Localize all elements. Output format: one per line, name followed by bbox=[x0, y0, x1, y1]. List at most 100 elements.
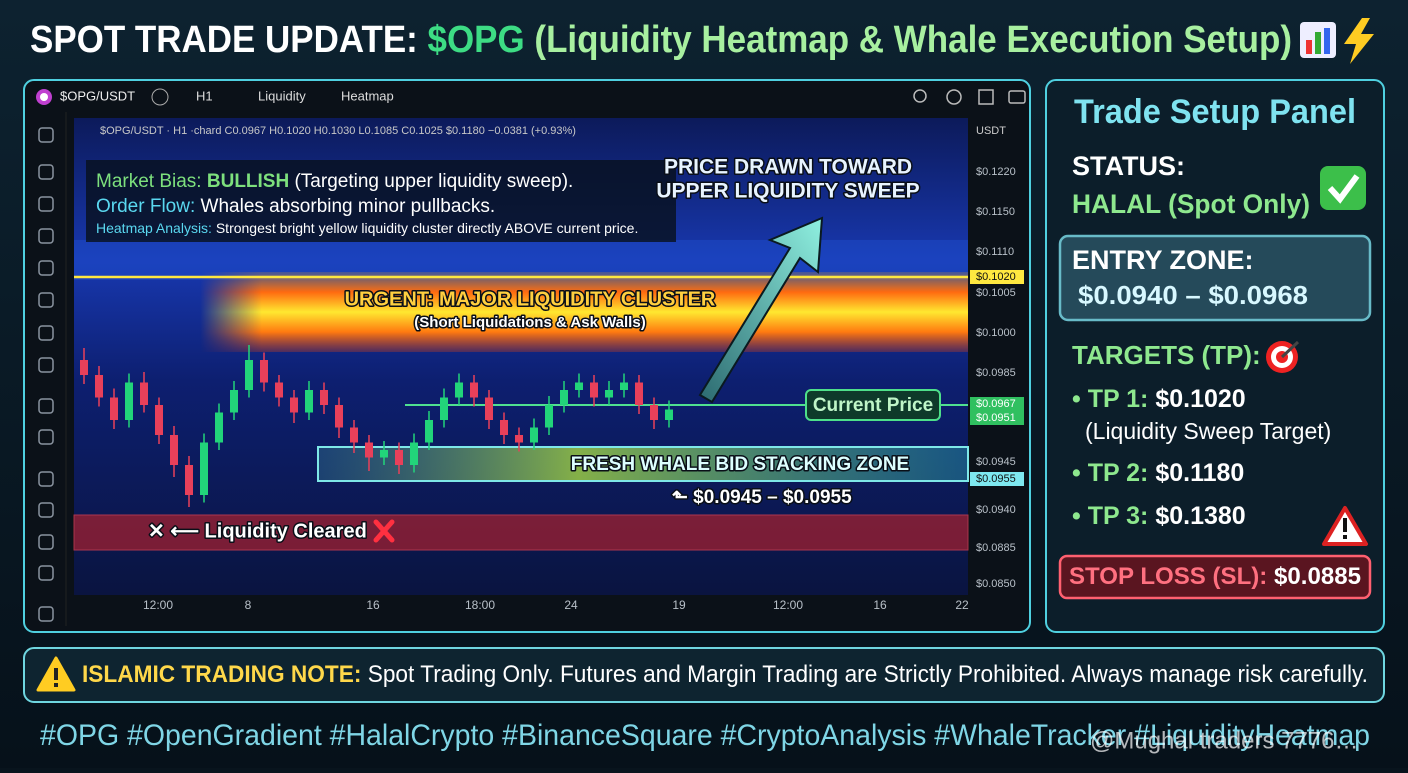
tool-icon bbox=[38, 429, 54, 445]
candle-body bbox=[305, 390, 313, 413]
candle-body bbox=[110, 397, 118, 420]
hashtags: #OPG #OpenGradient #HalalCrypto #Binance… bbox=[40, 719, 1370, 752]
entry-box bbox=[1058, 234, 1372, 322]
candle-body bbox=[590, 382, 598, 398]
time-label: 18:00 bbox=[465, 598, 495, 612]
tool-icon bbox=[38, 534, 54, 550]
candle-body bbox=[650, 405, 658, 420]
cluster-title: URGENT: MAJOR LIQUIDITY CLUSTER bbox=[345, 288, 716, 310]
tool-icon bbox=[38, 260, 54, 276]
tool-icon bbox=[38, 398, 54, 414]
candle-body bbox=[575, 382, 583, 390]
cleared-zone bbox=[73, 514, 969, 551]
stop-value: $0.0885 bbox=[1274, 563, 1361, 590]
flow-label: Order Flow: bbox=[96, 196, 195, 217]
symbol[interactable]: $OPG/USDT bbox=[60, 88, 135, 103]
stop: STOP LOSS (SL): $0.0885 bbox=[1069, 563, 1361, 590]
bid-zone bbox=[317, 446, 969, 482]
setup-panel bbox=[1045, 79, 1385, 633]
tool-icon bbox=[38, 292, 54, 308]
price-tag bbox=[970, 472, 1024, 486]
chart-legend: $OPG/USDT · H1 ·chard C0.0967 H0.1020 H0… bbox=[100, 125, 576, 137]
candle-body bbox=[560, 390, 568, 405]
target: • TP 2: $0.1180 bbox=[1072, 459, 1244, 487]
candle-body bbox=[425, 420, 433, 443]
interval[interactable]: H1 bbox=[196, 88, 213, 103]
targets-label: TARGETS (TP): bbox=[1072, 340, 1261, 370]
candle-body bbox=[125, 382, 133, 420]
side-tools bbox=[38, 127, 54, 622]
heatmap-note: Strongest bright yellow liquidity cluste… bbox=[216, 220, 639, 236]
current-price-label: Current Price bbox=[813, 395, 933, 416]
chart-toolbar: $OPG/USDT H1 Liquidity Heatmap bbox=[36, 88, 1026, 106]
cluster-note: (Short Liquidations & Ask Walls) bbox=[414, 314, 645, 331]
arrow-note: PRICE DRAWN TOWARD bbox=[664, 156, 912, 179]
decoration bbox=[1315, 32, 1321, 54]
arrow bbox=[698, 216, 824, 404]
decoration bbox=[1320, 166, 1366, 210]
cleared-label: ✕ ⟵ Liquidity Cleared bbox=[148, 520, 367, 542]
decoration bbox=[54, 668, 58, 680]
tool-icon bbox=[38, 357, 54, 373]
tool-icon bbox=[38, 606, 54, 622]
candle-body bbox=[635, 382, 643, 405]
price-label: $0.0945 bbox=[976, 456, 1016, 468]
candle-body bbox=[455, 382, 463, 398]
price-label: $0.0850 bbox=[976, 578, 1016, 590]
candle-body bbox=[215, 412, 223, 443]
candle-body bbox=[95, 375, 103, 398]
watermark: @Mughal traders 7776… bbox=[1090, 727, 1359, 754]
price-label: $0.1220 bbox=[976, 166, 1016, 178]
title: SPOT TRADE UPDATE: $OPG (Liquidity Heatm… bbox=[30, 19, 1292, 61]
price-label: $0.1150 bbox=[976, 206, 1015, 218]
decoration bbox=[1343, 535, 1347, 539]
decoration bbox=[1344, 18, 1374, 64]
candle-body bbox=[185, 465, 193, 495]
price-label: $0.1110 bbox=[976, 246, 1014, 258]
entry-label: ENTRY ZONE: bbox=[1072, 245, 1254, 275]
note-label: ISLAMIC TRADING NOTE: bbox=[82, 661, 361, 688]
decoration bbox=[1008, 90, 1026, 104]
decoration bbox=[1327, 174, 1360, 204]
candle-body bbox=[500, 420, 508, 435]
decoration bbox=[978, 89, 994, 105]
title-prefix: SPOT TRADE UPDATE: bbox=[30, 19, 418, 61]
tool-icon bbox=[38, 164, 54, 180]
candle-body bbox=[245, 360, 253, 390]
decoration bbox=[151, 88, 169, 106]
decoration bbox=[54, 683, 58, 687]
cross-icon bbox=[373, 519, 395, 543]
tool[interactable]: Liquidity bbox=[258, 88, 306, 103]
tool-icon bbox=[38, 228, 54, 244]
note-bar bbox=[23, 647, 1385, 703]
price-tag bbox=[970, 270, 1024, 284]
candle-body bbox=[350, 427, 358, 443]
candle-body bbox=[200, 442, 208, 495]
price-label: $0.0940 bbox=[976, 504, 1016, 516]
target-label: • TP 2: bbox=[1072, 459, 1148, 487]
candle-body bbox=[410, 442, 418, 465]
candle-body bbox=[155, 405, 163, 435]
candle-body bbox=[485, 397, 493, 420]
panel-title: Trade Setup Panel bbox=[1074, 93, 1356, 131]
candle-body bbox=[665, 409, 673, 420]
check-icon bbox=[1320, 166, 1366, 210]
status-label: STATUS: bbox=[1072, 151, 1185, 181]
note-text: Spot Trading Only. Futures and Margin Tr… bbox=[368, 661, 1368, 688]
stop-label: STOP LOSS (SL): bbox=[1069, 563, 1267, 590]
candle-body bbox=[380, 450, 388, 458]
bid-range: ⬑ $0.0945 – $0.0955 bbox=[672, 487, 852, 508]
current-price-box bbox=[805, 389, 941, 421]
tool[interactable]: Heatmap bbox=[341, 88, 394, 103]
currency: USDT bbox=[976, 125, 1006, 137]
price-tag-label: $0.1020 bbox=[976, 271, 1016, 283]
candle-body bbox=[620, 382, 628, 390]
title-icons bbox=[1300, 18, 1374, 64]
tool-icon bbox=[38, 196, 54, 212]
decoration bbox=[40, 93, 48, 101]
target-label: • TP 3: bbox=[1072, 502, 1148, 530]
price-tag bbox=[970, 411, 1024, 425]
candle-body bbox=[290, 397, 298, 413]
